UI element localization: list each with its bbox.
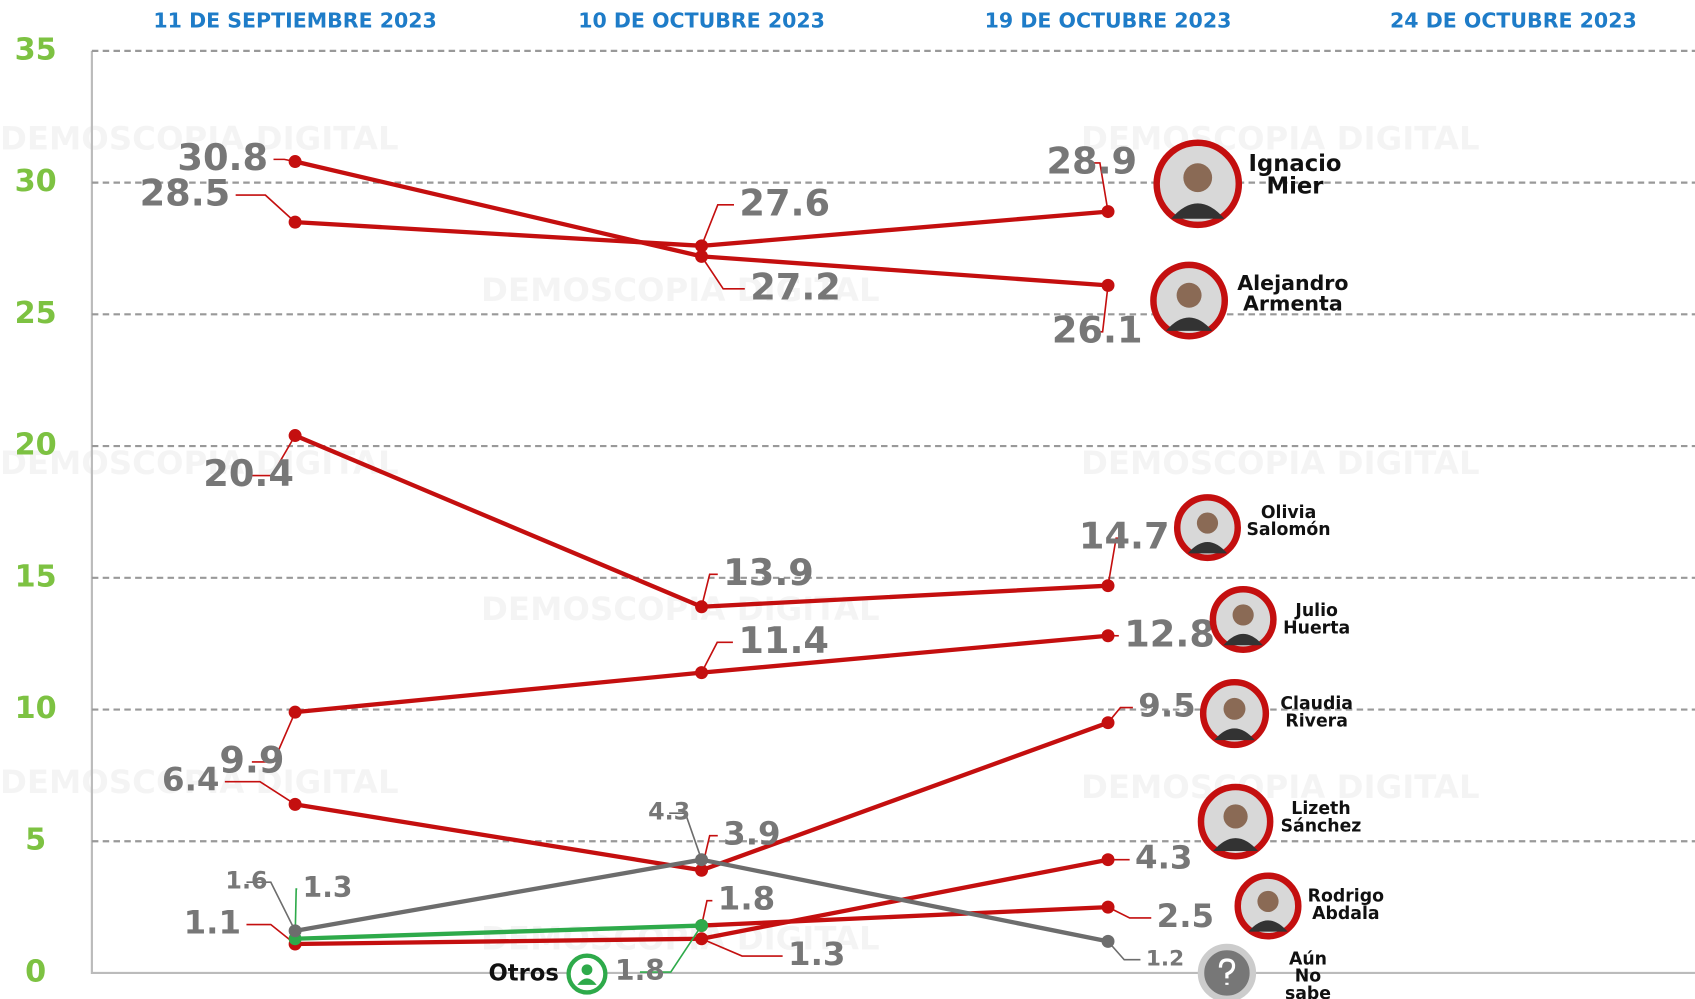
series-name: Claudia Rivera <box>1263 680 1371 745</box>
series-name-box: Ignacio Mier <box>1230 143 1360 208</box>
data-label: 4.3 <box>1135 839 1192 877</box>
series-line <box>295 723 1108 871</box>
watermark: DEMOSCOPIA DIGITAL <box>0 444 399 482</box>
series-name-box: Aún No sabe <box>1254 944 1362 999</box>
data-label: 4.3 <box>648 798 690 826</box>
series-name-box: Alejandro Armenta <box>1223 262 1364 327</box>
data-label: 20.4 <box>203 452 294 495</box>
data-label: 1.3 <box>788 935 845 973</box>
photo-head <box>1233 604 1254 625</box>
photo-head <box>1224 698 1246 720</box>
data-label: 28.9 <box>1046 139 1137 182</box>
series-name: Ignacio Mier <box>1230 143 1360 208</box>
data-label: 27.2 <box>750 265 841 308</box>
photo-head <box>1183 163 1212 192</box>
y-tick-label: 25 <box>15 296 57 331</box>
leader-line <box>236 195 295 222</box>
series-name: Aún No sabe <box>1254 944 1362 999</box>
data-label: 11.4 <box>738 619 829 662</box>
series-name: Olivia Salomón <box>1234 489 1342 554</box>
photo-head <box>1223 804 1247 828</box>
page: {"chart_data": { "type": "line", "waterm… <box>0 0 1695 999</box>
photo-head <box>1177 283 1202 308</box>
data-label: 1.6 <box>225 867 267 895</box>
chart: DEMOSCOPIA DIGITALDEMOSCOPIA DIGITALDEMO… <box>0 0 1695 999</box>
data-label: 2.5 <box>1157 897 1214 935</box>
y-tick-label: 30 <box>15 164 57 199</box>
data-label: 1.3 <box>303 871 353 904</box>
x-tick-label: 19 DE OCTUBRE 2023 <box>985 9 1232 33</box>
y-tick-label: 20 <box>15 428 57 463</box>
data-label: 6.4 <box>162 761 219 799</box>
data-label: 1.8 <box>615 954 665 987</box>
series-name: Lizeth Sánchez <box>1267 785 1375 850</box>
y-tick-label: 35 <box>15 32 57 67</box>
data-label: 9.5 <box>1138 687 1195 725</box>
data-label: 26.1 <box>1052 308 1143 351</box>
data-label: 12.8 <box>1124 612 1215 655</box>
series-name-box: Julio Huerta <box>1268 587 1365 652</box>
data-label: 13.9 <box>723 551 814 594</box>
data-label: 1.2 <box>1146 947 1184 972</box>
data-label: 9.9 <box>219 738 284 781</box>
leader-line <box>1108 907 1151 918</box>
leader-line <box>702 205 734 246</box>
series-name: Julio Huerta <box>1268 587 1365 652</box>
watermark: DEMOSCOPIA DIGITAL <box>1081 444 1480 482</box>
series-name: Alejandro Armenta <box>1223 262 1364 327</box>
x-tick-label: 11 DE SEPTIEMBRE 2023 <box>153 9 436 33</box>
series-name-box: Rodrigo Abdala <box>1292 872 1400 937</box>
series-name: Rodrigo Abdala <box>1292 872 1400 937</box>
data-label: 1.8 <box>718 880 775 918</box>
photo-head <box>1197 512 1218 533</box>
photo-head <box>1257 891 1278 912</box>
series-name: Otros <box>488 961 558 987</box>
series-name-box: Lizeth Sánchez <box>1267 785 1375 850</box>
data-label: 14.7 <box>1079 515 1170 558</box>
x-tick-label: 10 DE OCTUBRE 2023 <box>578 9 825 33</box>
x-tick-label: 24 DE OCTUBRE 2023 <box>1390 9 1637 33</box>
data-label: 3.9 <box>723 815 780 853</box>
y-tick-label: 5 <box>25 823 46 858</box>
series-line <box>295 436 1108 607</box>
y-tick-label: 0 <box>25 954 46 989</box>
y-tick-label: 15 <box>15 559 57 594</box>
data-label: 1.1 <box>184 904 241 942</box>
icon-head <box>582 964 593 975</box>
data-label: 27.6 <box>739 181 830 224</box>
series-name-box: Claudia Rivera <box>1263 680 1371 745</box>
leader-line <box>246 925 295 944</box>
data-label: 30.8 <box>177 136 268 179</box>
y-tick-label: 10 <box>15 691 57 726</box>
series-name-box: Olivia Salomón <box>1234 489 1342 554</box>
